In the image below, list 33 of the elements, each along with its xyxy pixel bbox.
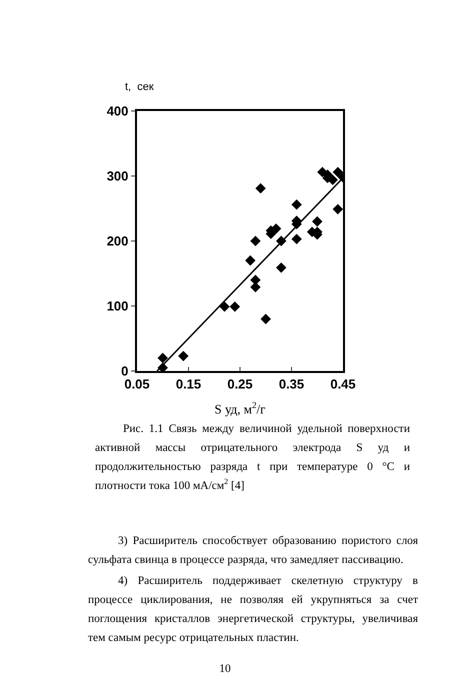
x-axis-title: S уд, м$^{2}$/г [214, 400, 266, 417]
y-tick-label: 300 [106, 168, 128, 184]
text: 4) Расширитель поддерживает скелетную структуру в процессе циклирования, не позволяя ей укрупняться за счет поглощения кристаллов энергетической структуры, увеличивая тем самым ресурс отрицательных пластин. [88, 574, 418, 646]
point [250, 274, 261, 286]
y-tick-label: 400 [106, 104, 128, 119]
point [219, 301, 230, 312]
x-tick-label: 0.35 [278, 376, 304, 392]
point [332, 204, 343, 214]
point [312, 216, 322, 227]
text: 10 [218, 662, 232, 677]
point [260, 314, 271, 324]
x-tick-label: 0.25 [227, 376, 253, 392]
point [291, 234, 302, 244]
point [332, 166, 343, 178]
text: 3) Расширитель способствует образованию пористого слоя сульфата свинца в процессе разряда, что замедляет пассивацию. [88, 534, 418, 568]
point [245, 255, 256, 266]
y-tick-label: 200 [106, 234, 128, 249]
point [230, 301, 240, 312]
x-tick-label: 0.45 [330, 376, 356, 392]
x-tick-label: 0.15 [176, 376, 202, 392]
y-axis-title: t, сек [125, 81, 154, 93]
point [158, 352, 168, 364]
point [291, 199, 302, 210]
y-tick-label: 100 [106, 298, 128, 314]
y-tick-label: 0 [121, 364, 128, 379]
point [178, 350, 189, 362]
text: Рис. 1.1 Связь между величиной удельной поверхности активной массы отрицательного электрода S уд и продолжительностью разряда t при температуре 0 °C и плотности тока 100 мА/см$^{2}$ [4] [95, 422, 410, 494]
point [328, 174, 338, 186]
point [276, 262, 286, 273]
x-tick-label: 0.05 [124, 376, 150, 392]
point [250, 236, 261, 246]
point [255, 183, 266, 194]
point [158, 362, 168, 371]
